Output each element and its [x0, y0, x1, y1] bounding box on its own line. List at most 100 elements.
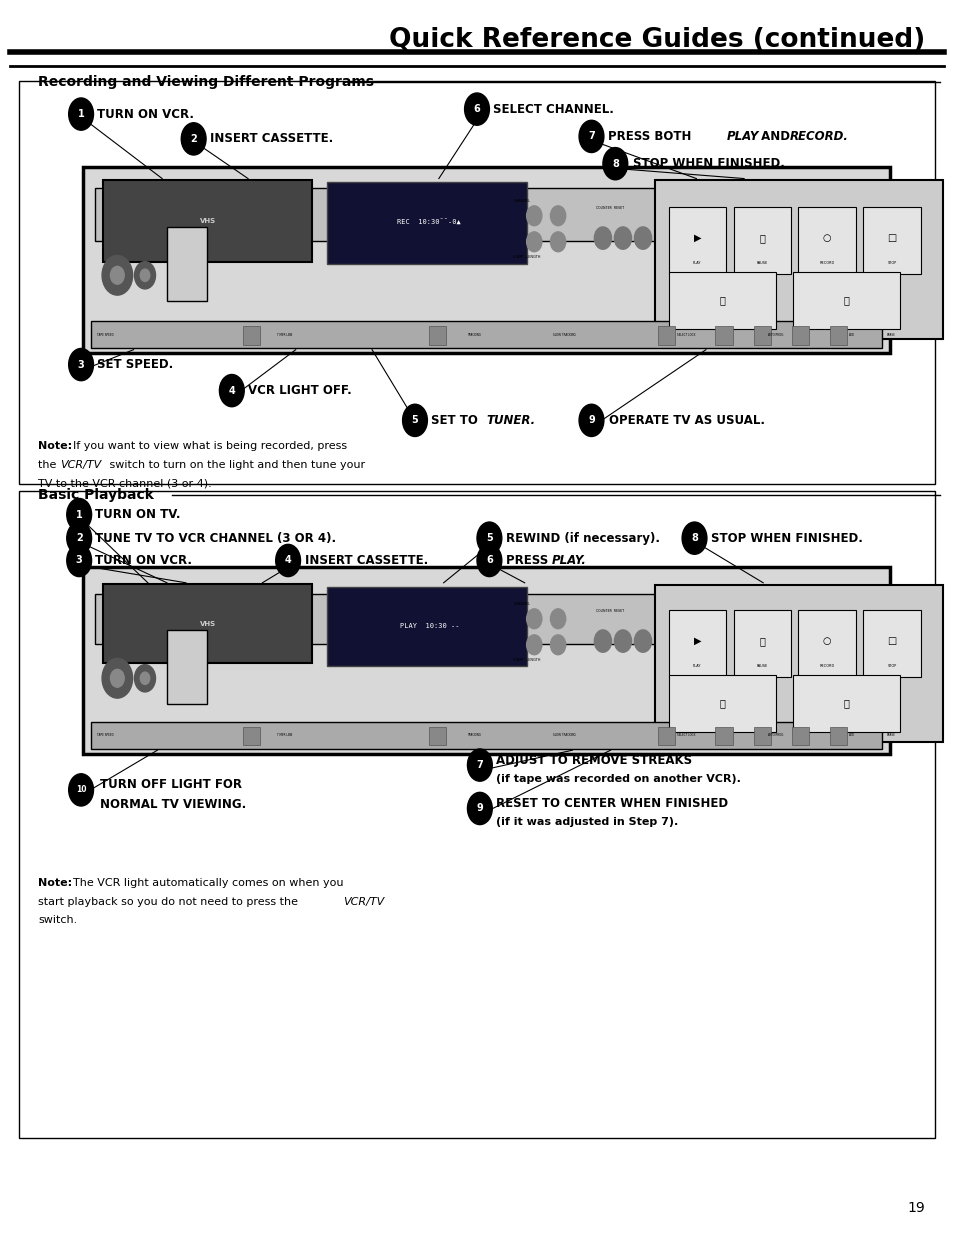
Text: 1: 1 — [77, 109, 85, 119]
FancyBboxPatch shape — [429, 326, 446, 345]
Circle shape — [634, 227, 651, 249]
Text: switch.: switch. — [38, 915, 77, 925]
Text: Quick Reference Guides (continued): Quick Reference Guides (continued) — [389, 27, 924, 53]
Text: TIMER LINE: TIMER LINE — [276, 733, 292, 738]
Text: (if tape was recorded on another VCR).: (if tape was recorded on another VCR). — [496, 774, 740, 784]
Circle shape — [602, 148, 627, 180]
Text: 4: 4 — [284, 556, 292, 565]
Text: TAPE SPEED: TAPE SPEED — [97, 733, 113, 738]
Circle shape — [102, 658, 132, 698]
FancyBboxPatch shape — [798, 610, 855, 677]
Text: ▶: ▶ — [693, 233, 700, 243]
Text: ⏪: ⏪ — [719, 698, 724, 708]
Text: SLOW TRACKING: SLOW TRACKING — [553, 733, 576, 738]
Text: RECORD: RECORD — [819, 663, 834, 668]
Text: ○: ○ — [822, 636, 830, 646]
Text: CHANNEL: CHANNEL — [513, 198, 530, 203]
FancyBboxPatch shape — [243, 727, 260, 745]
Circle shape — [476, 522, 501, 554]
Circle shape — [681, 522, 706, 554]
Text: TAPE SPEED: TAPE SPEED — [97, 332, 113, 337]
Circle shape — [134, 665, 155, 692]
Text: REWIND (if necessary).: REWIND (if necessary). — [505, 532, 659, 544]
Text: 9: 9 — [587, 415, 595, 425]
Text: VHS: VHS — [200, 621, 215, 626]
Circle shape — [140, 672, 150, 684]
Text: AUTO/PROG: AUTO/PROG — [767, 733, 783, 738]
FancyBboxPatch shape — [91, 722, 882, 749]
FancyBboxPatch shape — [243, 326, 260, 345]
Circle shape — [614, 630, 631, 652]
FancyBboxPatch shape — [327, 587, 526, 666]
Text: TURN OFF LIGHT FOR: TURN OFF LIGHT FOR — [100, 779, 242, 791]
Text: CHANNEL: CHANNEL — [513, 601, 530, 606]
Text: 19: 19 — [906, 1202, 924, 1215]
FancyBboxPatch shape — [167, 227, 207, 301]
Text: ⏩: ⏩ — [842, 295, 848, 305]
FancyBboxPatch shape — [658, 727, 675, 745]
Text: RECORD: RECORD — [819, 260, 834, 265]
FancyBboxPatch shape — [429, 727, 446, 745]
Circle shape — [181, 123, 206, 155]
Circle shape — [550, 206, 565, 226]
Text: 5: 5 — [485, 533, 493, 543]
Text: The VCR light automatically comes on when you: The VCR light automatically comes on whe… — [72, 878, 343, 888]
Text: PLAY: PLAY — [693, 663, 700, 668]
FancyBboxPatch shape — [715, 727, 732, 745]
Text: PAUSE: PAUSE — [756, 260, 767, 265]
Text: AUTO/PROG: AUTO/PROG — [767, 332, 783, 337]
Text: Note:: Note: — [38, 441, 72, 451]
Text: TUNE TV TO VCR CHANNEL (3 OR 4).: TUNE TV TO VCR CHANNEL (3 OR 4). — [95, 532, 336, 544]
Text: RESET TO CENTER WHEN FINISHED: RESET TO CENTER WHEN FINISHED — [496, 797, 727, 810]
Text: COUNTER  RESET: COUNTER RESET — [596, 609, 623, 614]
FancyBboxPatch shape — [83, 567, 889, 754]
Circle shape — [219, 374, 244, 407]
Circle shape — [634, 630, 651, 652]
Circle shape — [550, 635, 565, 655]
Text: TRACKING: TRACKING — [467, 733, 481, 738]
FancyBboxPatch shape — [733, 610, 790, 677]
Text: PLAY: PLAY — [726, 130, 759, 143]
Text: 7: 7 — [476, 760, 483, 770]
FancyBboxPatch shape — [798, 207, 855, 274]
Text: 3: 3 — [75, 556, 83, 565]
FancyBboxPatch shape — [753, 326, 770, 345]
Text: TRACKING: TRACKING — [467, 332, 481, 337]
Circle shape — [467, 749, 492, 781]
FancyBboxPatch shape — [862, 207, 920, 274]
Text: TURN ON TV.: TURN ON TV. — [95, 508, 181, 521]
Text: 4: 4 — [228, 386, 235, 396]
Text: TV to the VCR channel (3 or 4).: TV to the VCR channel (3 or 4). — [38, 479, 212, 489]
Text: 8: 8 — [690, 533, 698, 543]
FancyBboxPatch shape — [91, 321, 882, 348]
Text: VCR/TV: VCR/TV — [343, 897, 384, 906]
Text: SLOW TRACKING: SLOW TRACKING — [553, 332, 576, 337]
Text: PRESS BOTH: PRESS BOTH — [607, 130, 695, 143]
FancyBboxPatch shape — [715, 326, 732, 345]
Text: 2: 2 — [190, 134, 197, 144]
FancyBboxPatch shape — [792, 675, 899, 732]
Text: VHS: VHS — [200, 218, 215, 223]
Circle shape — [111, 267, 124, 284]
Circle shape — [594, 630, 611, 652]
Circle shape — [67, 544, 91, 577]
Text: STOP WHEN FINISHED.: STOP WHEN FINISHED. — [632, 157, 783, 170]
FancyBboxPatch shape — [733, 207, 790, 274]
Circle shape — [614, 227, 631, 249]
FancyBboxPatch shape — [103, 180, 312, 262]
Text: TURN ON VCR.: TURN ON VCR. — [95, 554, 193, 567]
Circle shape — [67, 498, 91, 531]
Text: ERASE: ERASE — [886, 733, 895, 738]
Text: the: the — [38, 460, 60, 470]
Circle shape — [275, 544, 300, 577]
FancyBboxPatch shape — [658, 326, 675, 345]
Text: Recording and Viewing Different Programs: Recording and Viewing Different Programs — [38, 74, 374, 89]
FancyBboxPatch shape — [83, 167, 889, 353]
FancyBboxPatch shape — [792, 272, 899, 329]
Text: ○: ○ — [822, 233, 830, 243]
FancyBboxPatch shape — [655, 180, 942, 339]
FancyBboxPatch shape — [167, 630, 207, 704]
Text: ADJUST TO REMOVE STREAKS: ADJUST TO REMOVE STREAKS — [496, 754, 692, 766]
Text: SELECT CHANNEL.: SELECT CHANNEL. — [493, 103, 614, 115]
Text: □: □ — [886, 636, 896, 646]
